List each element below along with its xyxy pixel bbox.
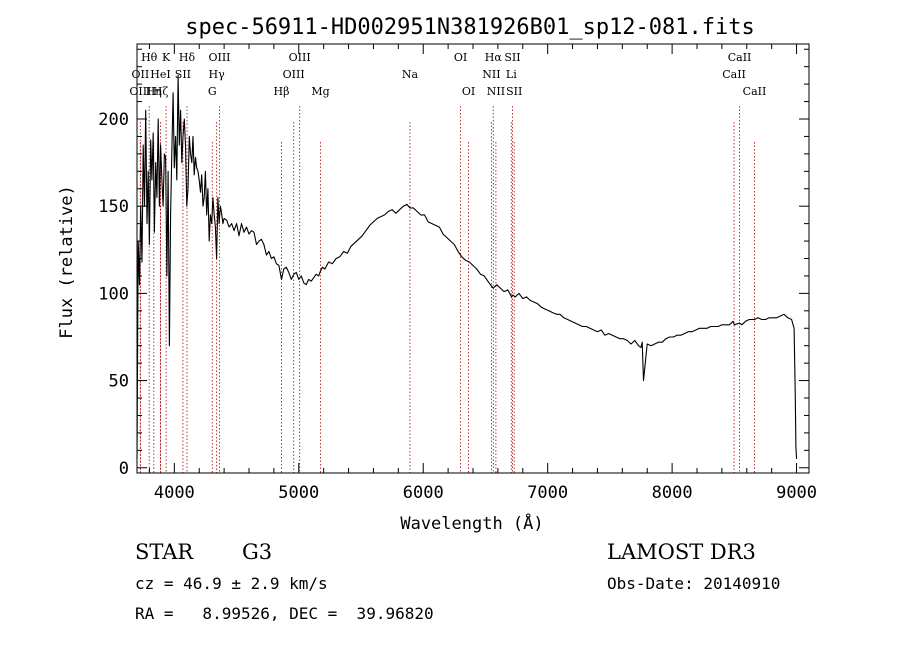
line-label-2: OIII <box>129 85 151 98</box>
line-label-8: Hδ <box>179 51 196 64</box>
line-label-19: Hα <box>485 51 503 64</box>
line-label-5: Hη <box>146 85 162 98</box>
line-label-4: HeI <box>150 68 170 81</box>
coordinates-text: RA = 8.99526, DEC = 39.96820 <box>135 604 434 623</box>
line-label-18: OI <box>462 85 475 98</box>
plot-frame <box>136 43 810 474</box>
line-label-21: NII <box>487 85 505 98</box>
line-label-20: NII <box>482 68 500 81</box>
line-label-27: CaII <box>743 85 767 98</box>
line-label-24: SII <box>506 85 522 98</box>
survey-name: LAMOST DR3 <box>607 540 756 564</box>
x-axis-label: Wavelength (Å) <box>400 512 543 534</box>
redshift-text: cz = 46.9 ± 2.9 km/s <box>135 574 328 593</box>
line-label-6: Hζ <box>153 85 169 98</box>
line-label-22: SII <box>504 51 520 64</box>
y-axis-ticks: 0 50 100 150 200 <box>98 48 809 479</box>
y-tick-label-50: 50 <box>109 372 129 392</box>
line-label-14: OIII <box>283 68 305 81</box>
flux-series-line <box>136 74 798 460</box>
y-axis-label: Flux (relative) <box>57 185 77 339</box>
x-axis-ticks: 4000 5000 6000 7000 8000 9000 <box>148 44 817 503</box>
line-label-26: CaII <box>722 68 746 81</box>
line-label-10: Hγ <box>209 68 226 81</box>
line-label-15: Mg <box>311 85 329 98</box>
line-label-3: K <box>162 51 171 64</box>
x-tick-label-4000: 4000 <box>154 483 195 503</box>
spectral-subclass: G3 <box>242 540 273 564</box>
x-tick-label-8000: 8000 <box>652 483 693 503</box>
x-tick-label-6000: 6000 <box>403 483 444 503</box>
y-tick-label-100: 100 <box>98 284 129 304</box>
line-label-23: Li <box>506 68 517 81</box>
x-tick-label-7000: 7000 <box>527 483 568 503</box>
spectral-line-markers <box>139 106 755 473</box>
x-tick-label-5000: 5000 <box>278 483 319 503</box>
x-tick-label-9000: 9000 <box>776 483 817 503</box>
line-label-16: Na <box>402 68 419 81</box>
line-label-17: OI <box>454 51 467 64</box>
y-tick-label-200: 200 <box>98 110 129 130</box>
line-label-25: CaII <box>728 51 752 64</box>
y-tick-label-0: 0 <box>119 459 129 479</box>
line-label-0: Hθ <box>141 51 158 64</box>
line-label-7: SII <box>175 68 191 81</box>
line-label-12: Hβ <box>274 85 290 98</box>
line-label-1: OII <box>132 68 150 81</box>
object-type: STAR <box>135 540 194 564</box>
line-label-13: OIII <box>289 51 311 64</box>
chart-title: spec-56911-HD002951N381926B01_sp12-081.f… <box>185 15 755 40</box>
obs-date-text: Obs-Date: 20140910 <box>607 574 781 593</box>
line-label-11: G <box>208 85 217 98</box>
line-label-9: OIII <box>208 51 230 64</box>
y-tick-label-150: 150 <box>98 197 129 217</box>
